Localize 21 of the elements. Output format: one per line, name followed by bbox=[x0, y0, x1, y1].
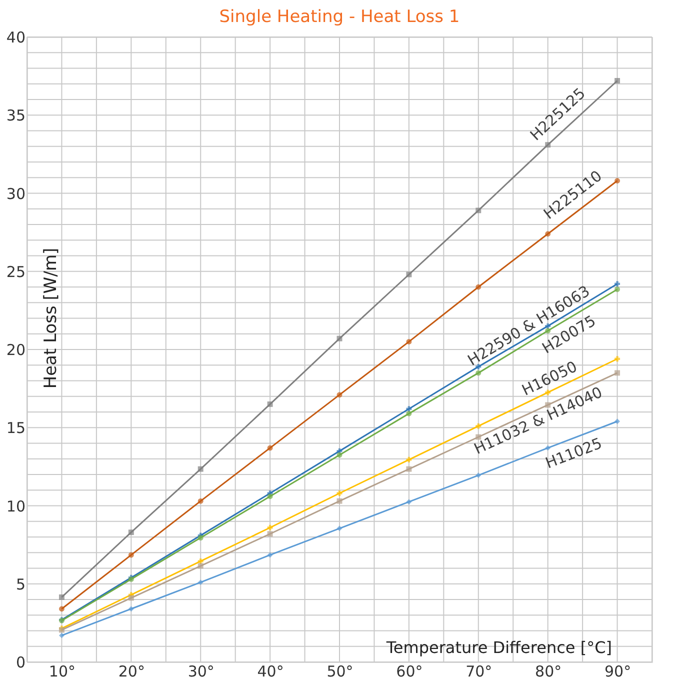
y-tick-label: 0 bbox=[16, 654, 26, 672]
x-axis-title: Temperature Difference [°C] bbox=[385, 638, 612, 657]
y-tick-label: 40 bbox=[6, 28, 26, 46]
y-tick-label: 35 bbox=[6, 106, 26, 125]
x-tick-label: 60° bbox=[396, 662, 423, 680]
x-tick-label: 20° bbox=[118, 662, 145, 680]
y-tick-label: 5 bbox=[16, 575, 26, 594]
y-tick-label: 25 bbox=[6, 262, 26, 281]
y-tick-label: 30 bbox=[6, 184, 26, 203]
x-tick-label: 90° bbox=[604, 662, 632, 680]
y-tick-label: 10 bbox=[6, 497, 26, 516]
x-tick-label: 40° bbox=[257, 662, 284, 680]
x-tick-label: 70° bbox=[466, 662, 492, 680]
x-tick-label: 10° bbox=[48, 662, 76, 680]
x-tick-label: 50° bbox=[326, 662, 354, 680]
chart-title: Single Heating - Heat Loss 1 bbox=[219, 7, 460, 27]
y-tick-label: 20 bbox=[6, 341, 26, 359]
x-tick-label: 30° bbox=[188, 662, 214, 680]
x-tick-label: 80° bbox=[535, 662, 562, 680]
y-tick-label: 15 bbox=[6, 419, 26, 438]
y-axis-title: Heat Loss [W/m] bbox=[41, 248, 61, 389]
